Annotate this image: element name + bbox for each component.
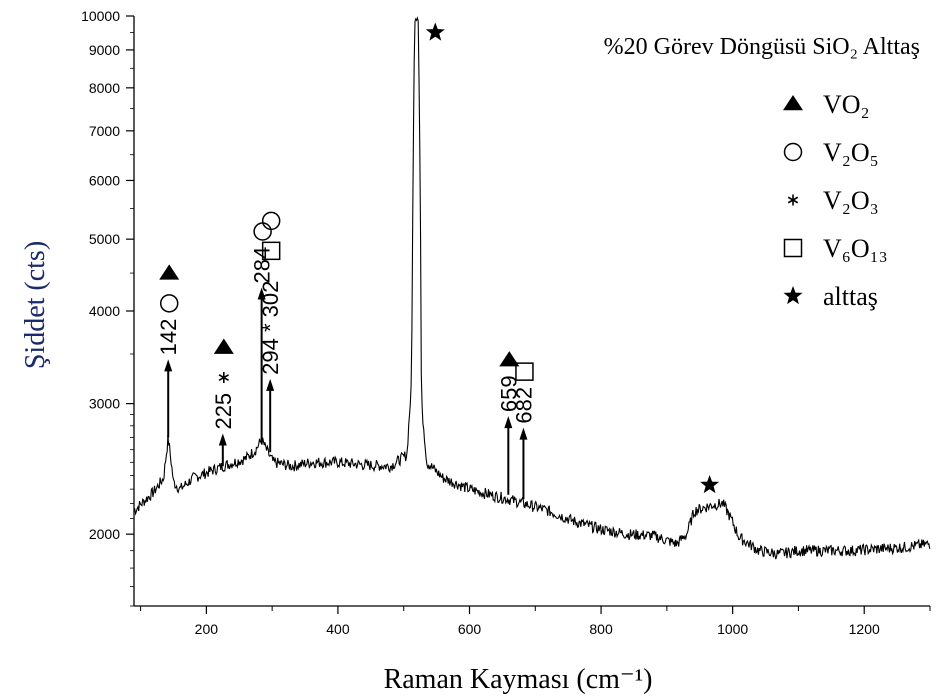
legend-item: V₂O₃ (787, 186, 879, 215)
square-marker (783, 238, 803, 258)
peak-659: 659 (496, 351, 521, 495)
circle-marker (783, 142, 803, 162)
x-tick-label: 600 (458, 621, 482, 637)
x-tick-label: 1200 (849, 621, 880, 637)
asterisk-stroke (787, 196, 799, 204)
legend-item: V₆O₁₃ (783, 234, 888, 263)
series-layer (133, 16, 931, 560)
y-tick-label: 8000 (89, 80, 120, 96)
triangle-marker (159, 264, 180, 280)
circle-marker (261, 211, 281, 231)
peak-arrow-head (519, 427, 528, 440)
legend: VO₂ V₂O₅ V₂O₃ V₆O₁₃ alttaş (783, 90, 888, 311)
peak-142: 142 (156, 264, 181, 438)
x-tick-label: 1000 (717, 621, 748, 637)
legend-label: V₂O₅ (823, 138, 879, 167)
peak-arrow-head (257, 287, 266, 300)
x-tick-label: 800 (589, 621, 613, 637)
y-tick-label: 4000 (89, 303, 120, 319)
legend-label: V₂O₃ (823, 186, 879, 215)
peak-label: 294 * 302 (258, 281, 283, 375)
x-tick-label: 200 (195, 621, 219, 637)
triangle-marker (783, 95, 803, 111)
legend-label: VO₂ (823, 90, 870, 119)
axes: 200 400 600 800 1000 1200 2000 3000 4000 5000 6000… (81, 8, 931, 637)
y-axis-title: Şiddet (cts) (20, 241, 51, 369)
peak-arrow-head (218, 433, 227, 446)
square-marker (515, 362, 534, 381)
circle-marker (159, 294, 179, 313)
circle-marker (253, 222, 272, 241)
y-tick-label: 5000 (89, 231, 120, 247)
square-marker (261, 241, 281, 261)
spectrum-line (133, 16, 931, 560)
asterisk-marker (218, 372, 229, 384)
peak-arrow-head (504, 416, 513, 429)
x-axis-title: Raman Kayması (cm⁻¹) (384, 664, 653, 695)
peak-label: 659 (496, 375, 521, 412)
peak-label: 142 (156, 319, 181, 356)
peak-225: 225 (211, 338, 236, 467)
star-marker (783, 286, 803, 305)
legend-label: alttaş (823, 282, 878, 311)
peak-682: 682 (511, 362, 536, 500)
star-marker (700, 475, 720, 494)
peak-arrow-head (266, 378, 275, 391)
chart-title: %20 Görev Döngüsü SiO₂ Alttaş (604, 34, 920, 60)
triangle-marker (499, 351, 520, 367)
y-tick-label: 6000 (89, 172, 120, 188)
legend-item: alttaş (783, 282, 878, 311)
y-tick-label: 3000 (89, 396, 120, 412)
y-tick-label: 9000 (89, 42, 120, 58)
peak-label: 682 (511, 387, 536, 424)
star-marker (425, 22, 445, 41)
peak-294-302: 294 * 302 (258, 211, 283, 453)
asterisk-stroke (218, 374, 229, 381)
peak-arrow-head (164, 359, 173, 372)
y-tick-label: 10000 (81, 8, 120, 24)
x-tick-label: 400 (326, 621, 350, 637)
asterisk-marker (787, 194, 799, 206)
legend-label: V₆O₁₃ (823, 234, 888, 263)
peak-label: 225 (211, 393, 236, 430)
legend-item: VO₂ (783, 90, 870, 119)
legend-item: V₂O₅ (783, 138, 879, 167)
y-tick-label: 7000 (89, 123, 120, 139)
y-tick-label: 2000 (89, 526, 120, 542)
triangle-marker (213, 338, 234, 354)
